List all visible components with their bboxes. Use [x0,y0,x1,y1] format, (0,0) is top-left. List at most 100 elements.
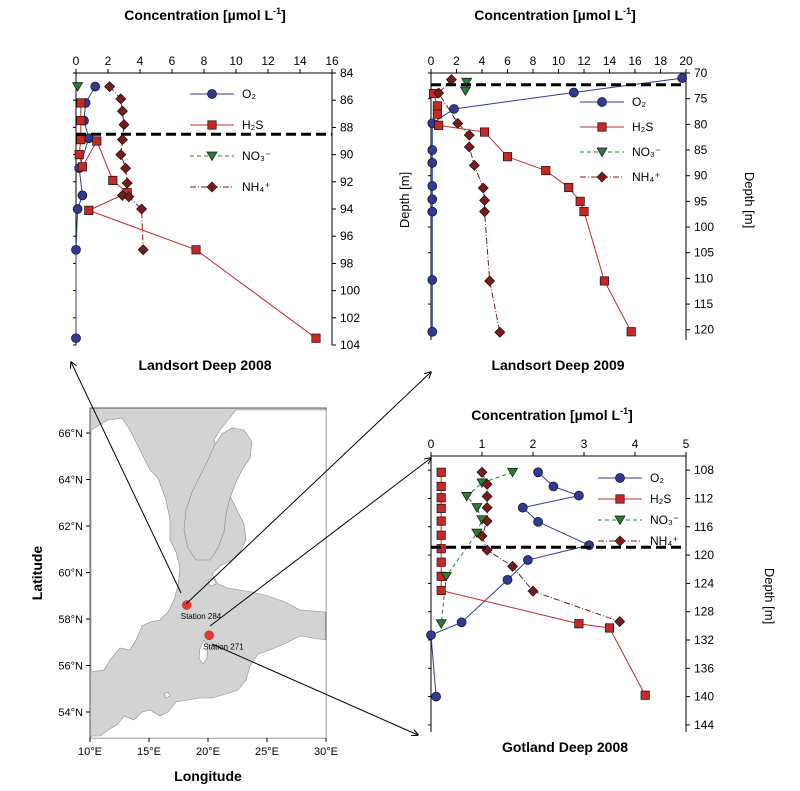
y-axis-label-right: Depth [m] [762,568,777,624]
y-tick-label: 132 [694,633,714,647]
arrow-to-landsort-2008 [71,362,182,594]
data-point-nh4 [527,585,539,597]
y-tick-label: 96 [340,229,354,243]
y-tick-label: 120 [694,323,714,337]
legend-marker-h2s [207,120,217,130]
data-point-h2s [436,503,446,513]
data-point-h2s [640,690,650,700]
legend-marker-no3 [206,151,218,162]
map-xlabel: Longitude [174,768,242,784]
lat-tick-label: 60°N [58,568,83,580]
data-point-o2 [427,145,438,155]
x-tick-label: 8 [530,54,537,68]
y-tick-label: 136 [694,661,714,675]
baltic-sea-map: 66°N 64°N 62°N 60°N 58°N 56°N 54°N 10°E 15°E 20°E… [29,407,338,784]
legend-label-o2: O₂ [242,87,256,101]
y-tick-label: 90 [694,169,708,183]
data-point-o2 [677,73,688,83]
data-point-no3 [461,77,473,88]
legend-label-nh4: NH₄⁺ [650,534,679,548]
y-tick-label: 144 [694,718,714,732]
x-tick-label: 5 [683,437,690,451]
legend-label-h2s: H₂S [632,120,653,134]
station-label: Station 284 [181,612,222,621]
chart-gotland-2008: Concentration [µmol L-1] Gotland Deep 20… [426,406,777,755]
lat-tick-label: 64°N [58,475,83,487]
data-point-h2s [436,467,446,477]
chart-xlabel: Concentration [µmol L-1] [474,6,636,23]
y-tick-label: 100 [340,284,360,298]
y-tick-label: 92 [340,175,354,189]
data-point-o2 [71,244,81,255]
data-point-nh4 [481,478,493,490]
data-point-nh4 [115,149,127,161]
x-tick-label: 0 [428,54,435,68]
legend-label-no3: NO₃⁻ [632,145,661,159]
y-tick-label: 116 [694,520,713,534]
data-point-h2s [575,196,585,206]
data-point-o2 [533,467,543,478]
data-point-nh4 [137,244,149,256]
data-point-nh4 [484,275,496,287]
x-tick-label: 1 [479,437,486,451]
data-point-h2s [432,101,442,111]
x-tick-label: 6 [504,54,511,68]
chart-title: Gotland Deep 2008 [502,739,628,755]
data-point-h2s [579,207,589,217]
data-point-o2 [431,691,441,702]
x-tick-label: 3 [581,437,588,451]
data-point-nh4 [116,134,128,146]
data-point-h2s [480,127,490,137]
data-point-o2 [568,87,579,98]
chart-xlabel: Concentration [µmol L-1] [471,406,633,423]
data-point-o2 [77,190,88,201]
data-point-nh4 [468,159,480,171]
y-tick-label: 70 [694,66,708,80]
lon-tick-label: 20°E [196,746,220,758]
series-line-o2 [431,77,683,332]
data-point-h2s [564,182,574,193]
y-tick-label: 128 [694,605,714,619]
y-axis-label-right: Depth [m] [742,172,757,228]
legend-marker-nh4 [206,181,218,193]
arrow-to-gotland-2008-upper [209,458,431,627]
x-tick-label: 12 [261,54,275,68]
data-point-no3 [440,571,452,582]
legend-marker-o2 [207,89,217,99]
data-point-nh4 [477,182,489,194]
x-tick-label: 2 [105,54,112,68]
data-point-h2s [74,150,84,160]
y-tick-label: 80 [694,117,708,131]
x-tick-label: 12 [577,54,591,68]
data-point-nh4 [614,616,626,628]
lat-tick-label: 58°N [58,614,83,626]
x-tick-label: 2 [530,437,537,451]
data-point-o2 [427,326,438,337]
data-point-h2s [77,162,87,172]
data-point-o2 [533,516,543,527]
data-point-h2s [84,205,94,215]
data-point-h2s [108,175,118,185]
data-point-nh4 [115,93,127,105]
data-point-h2s [434,120,444,130]
x-tick-label: 4 [632,437,639,451]
legend-marker-nh4 [614,535,626,547]
y-tick-label: 140 [694,690,714,704]
legend-marker-o2 [597,97,607,107]
data-point-h2s [541,166,551,176]
x-tick-label: 18 [654,54,668,68]
data-point-o2 [427,275,438,285]
station-label: Station 271 [203,642,244,651]
y-tick-label: 105 [694,246,714,260]
series-line-nh4 [438,79,501,333]
x-tick-label: 16 [325,54,339,68]
data-point-no3 [435,619,447,629]
gotland-island [198,639,209,665]
y-tick-label: 100 [694,220,714,234]
y-axis-label-left: Depth [m] [397,172,412,228]
series-line-h2s [440,472,646,696]
series-line-nh4 [481,472,620,623]
data-point-nh4 [463,141,475,153]
data-point-h2s [191,245,201,255]
